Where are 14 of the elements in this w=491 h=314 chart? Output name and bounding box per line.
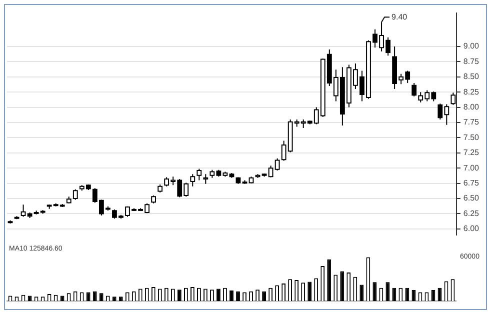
y-tick-label: 7.50	[463, 132, 480, 142]
y-tick-label: 8.00	[463, 102, 480, 112]
y-tick-label: 6.00	[463, 224, 480, 234]
y-tick-label: 8.50	[463, 72, 480, 82]
y-tick-label: 8.25	[463, 87, 480, 96]
y-tick-label: 7.00	[463, 163, 480, 172]
y-tick-label: 7.75	[463, 118, 480, 127]
y-tick-label: 6.75	[463, 178, 480, 188]
y-tick-label: 8.75	[463, 56, 480, 66]
y-tick-label: 9.00	[463, 42, 480, 51]
annotation: 9.40	[392, 12, 408, 22]
y-tick-label: 6.50	[463, 194, 480, 203]
y-tick-label: 7.25	[463, 148, 480, 158]
y-tick-label: 6.25	[463, 208, 480, 218]
